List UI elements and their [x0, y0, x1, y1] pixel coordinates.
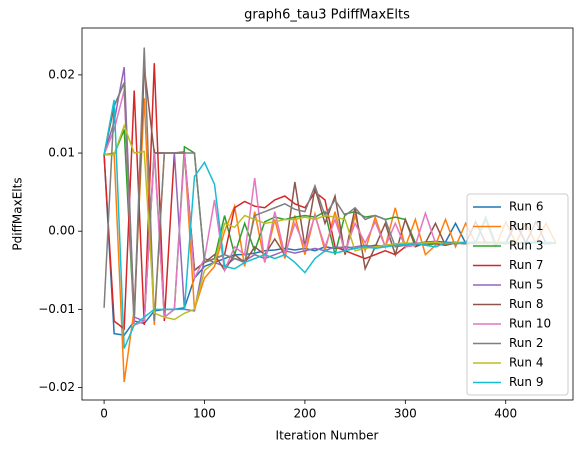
y-tick-label: −0.01 [38, 302, 75, 316]
y-tick-label: −0.02 [38, 380, 75, 394]
x-tick-label: 200 [293, 407, 316, 421]
legend-label: Run 10 [509, 317, 551, 331]
y-tick-label: 0.02 [48, 67, 75, 81]
legend-label: Run 3 [509, 239, 543, 253]
chart-title: graph6_tau3 PdiffMaxElts [244, 8, 410, 23]
x-tick-label: 100 [193, 407, 216, 421]
legend: Run 6 Run 1 Run 3 Run 7 Run 5 Run 8 Run 10 Run … [466, 193, 569, 396]
y-tick-label: 0.00 [48, 224, 75, 238]
legend-label: Run 4 [509, 356, 543, 370]
x-tick-label: 400 [494, 407, 517, 421]
y-axis-label: PdiffMaxElts [11, 177, 25, 250]
legend-label: Run 1 [509, 219, 543, 233]
legend-label: Run 2 [509, 336, 543, 350]
legend-label: Run 6 [509, 200, 543, 214]
x-axis-label: Iteration Number [276, 429, 379, 443]
legend-box [466, 193, 569, 396]
legend-label: Run 7 [509, 258, 543, 272]
x-tick-label: 0 [100, 407, 108, 421]
x-tick-label: 300 [394, 407, 417, 421]
plot-frame [81, 27, 574, 401]
legend-label: Run 5 [509, 278, 543, 292]
legend-label: Run 9 [509, 375, 543, 389]
y-tick-label: 0.01 [48, 146, 75, 160]
legend-label: Run 8 [509, 297, 543, 311]
